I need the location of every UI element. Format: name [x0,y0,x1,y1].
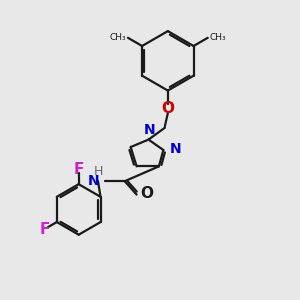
Text: O: O [161,101,174,116]
Text: F: F [74,162,84,177]
Text: CH₃: CH₃ [209,33,226,42]
Text: O: O [140,187,153,202]
Text: F: F [39,222,50,237]
Text: CH₃: CH₃ [110,33,126,42]
Text: N: N [144,123,156,136]
Text: N: N [88,174,100,188]
Text: H: H [94,165,103,178]
Text: N: N [170,142,182,156]
